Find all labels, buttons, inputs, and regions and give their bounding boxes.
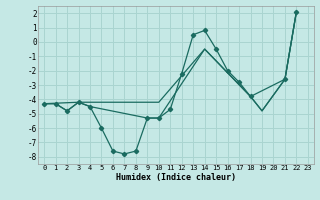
X-axis label: Humidex (Indice chaleur): Humidex (Indice chaleur) <box>116 173 236 182</box>
